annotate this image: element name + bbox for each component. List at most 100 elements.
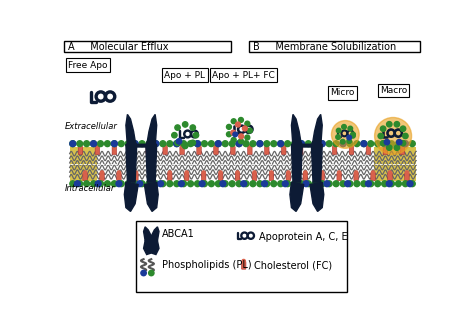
Circle shape [264,181,270,187]
Circle shape [257,141,263,147]
Circle shape [181,141,187,147]
Circle shape [262,181,267,187]
Circle shape [83,171,87,174]
FancyBboxPatch shape [235,173,240,181]
Circle shape [350,145,353,148]
Circle shape [382,141,388,147]
Circle shape [305,181,311,187]
Text: Intracellular: Intracellular [64,184,115,193]
Circle shape [231,130,236,135]
Circle shape [132,141,138,147]
Circle shape [188,181,193,187]
FancyBboxPatch shape [134,173,138,181]
Circle shape [401,145,404,148]
Circle shape [243,141,249,147]
Circle shape [278,141,283,147]
FancyBboxPatch shape [167,173,172,181]
Circle shape [372,171,374,174]
Circle shape [333,141,339,147]
Circle shape [231,137,236,142]
Circle shape [386,181,392,187]
Circle shape [188,141,193,147]
Text: Free Apo: Free Apo [68,61,108,70]
Polygon shape [124,182,138,212]
Circle shape [394,145,400,150]
Circle shape [299,181,304,187]
Circle shape [220,181,226,187]
Circle shape [367,145,370,148]
Circle shape [84,141,90,147]
FancyBboxPatch shape [70,147,416,181]
Polygon shape [126,115,137,147]
Circle shape [264,141,270,147]
Circle shape [118,171,120,174]
Circle shape [351,132,356,137]
Circle shape [292,181,298,187]
Circle shape [84,181,90,187]
Text: Apo + PL: Apo + PL [164,71,205,80]
Circle shape [319,141,325,147]
Circle shape [209,141,214,147]
Circle shape [236,171,239,174]
Circle shape [395,141,401,147]
Polygon shape [126,144,157,147]
Text: Macro: Macro [380,86,407,95]
FancyBboxPatch shape [303,173,308,181]
Circle shape [96,145,99,148]
Circle shape [347,135,352,140]
FancyBboxPatch shape [231,147,235,155]
Circle shape [384,139,390,145]
Circle shape [401,126,406,131]
Circle shape [214,145,218,148]
Polygon shape [292,115,302,147]
Circle shape [265,145,268,148]
Circle shape [116,181,122,187]
Polygon shape [145,182,158,212]
Circle shape [382,141,388,147]
Circle shape [70,141,76,147]
Circle shape [227,132,231,137]
Circle shape [340,181,346,187]
Circle shape [374,118,411,155]
FancyBboxPatch shape [282,147,286,155]
Circle shape [111,141,117,147]
Text: Apoprotein A, C, E: Apoprotein A, C, E [259,232,348,242]
Circle shape [381,126,386,131]
Circle shape [282,145,285,148]
Circle shape [378,133,383,139]
Circle shape [361,141,367,147]
Circle shape [248,145,252,148]
Circle shape [139,141,145,147]
FancyBboxPatch shape [129,147,134,155]
Circle shape [303,181,309,187]
Circle shape [182,143,188,149]
FancyBboxPatch shape [184,173,189,181]
FancyBboxPatch shape [247,147,252,155]
Circle shape [241,181,246,187]
Circle shape [387,121,392,127]
Circle shape [245,135,250,140]
Circle shape [174,141,180,147]
Circle shape [375,141,381,147]
Circle shape [178,181,184,187]
Circle shape [132,181,138,187]
Circle shape [132,141,138,147]
FancyBboxPatch shape [64,41,231,52]
Circle shape [312,141,318,147]
Circle shape [382,181,388,187]
Text: Phospholipids (PL): Phospholipids (PL) [162,260,252,270]
Circle shape [215,181,221,187]
Circle shape [242,260,246,263]
Circle shape [402,141,408,147]
Circle shape [384,145,387,148]
Polygon shape [292,144,302,182]
FancyBboxPatch shape [146,147,150,155]
Circle shape [253,171,256,174]
Circle shape [336,135,340,139]
Circle shape [100,171,104,174]
FancyBboxPatch shape [249,41,420,52]
FancyBboxPatch shape [214,147,218,155]
Polygon shape [311,115,322,147]
Circle shape [175,140,180,146]
Circle shape [247,128,252,133]
